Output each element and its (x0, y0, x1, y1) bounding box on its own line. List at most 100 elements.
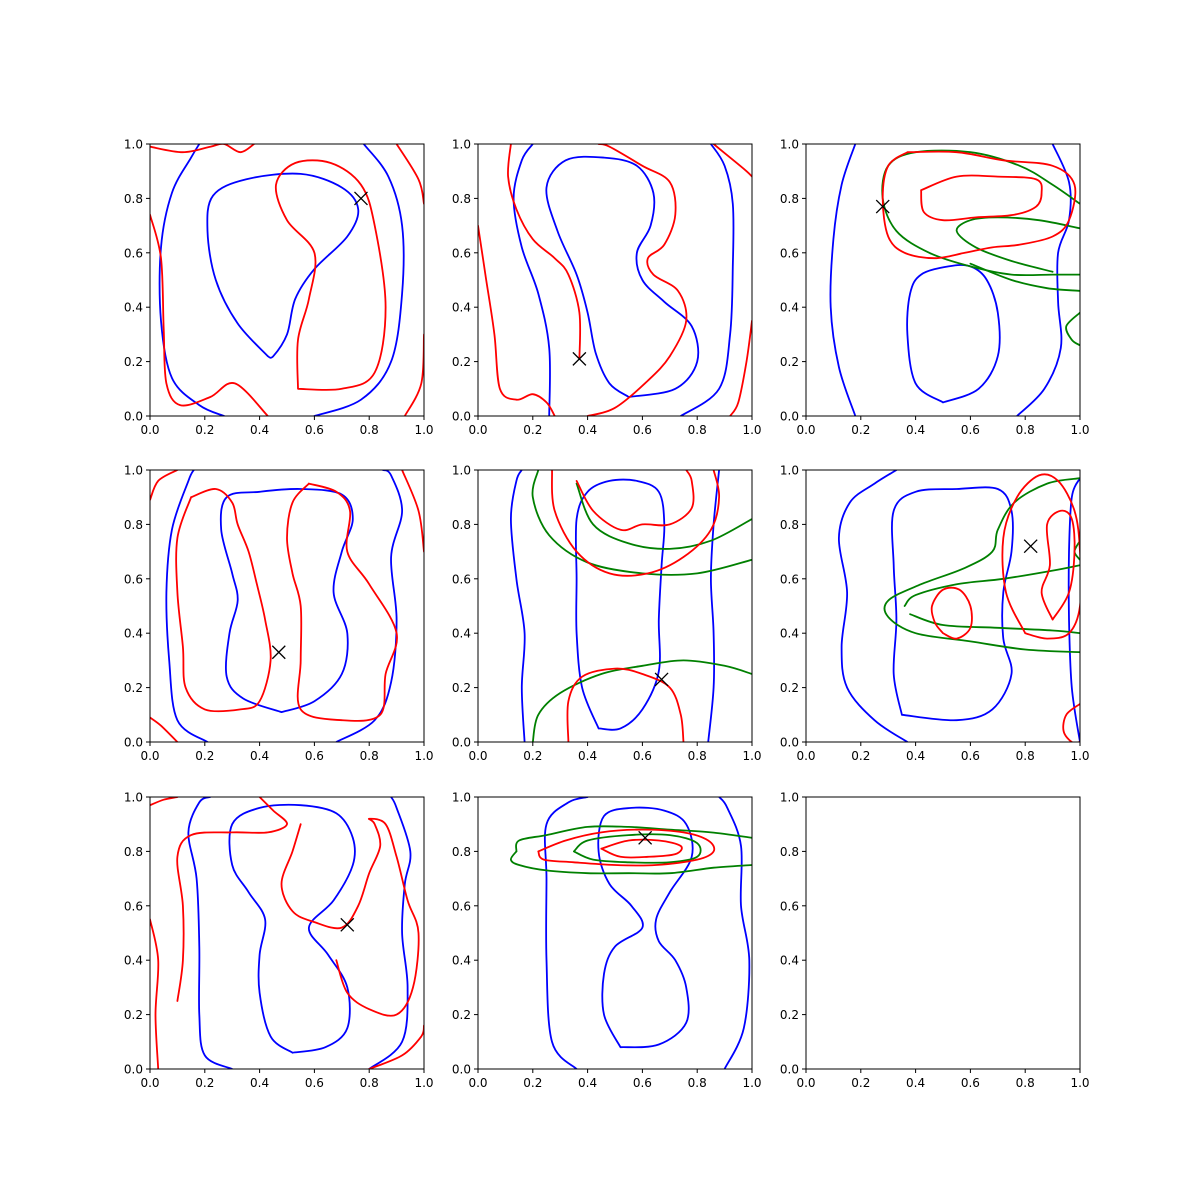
x-tick-label: 0.8 (1016, 423, 1035, 437)
y-tick-label: 1.0 (124, 138, 143, 152)
x-tick-label: 0.2 (851, 423, 870, 437)
y-tick-label: 0.2 (452, 1008, 471, 1022)
y-tick-label: 0.0 (452, 736, 471, 750)
subplot-6: 0.0 0.2 0.4 0.6 0.8 1.0 0.0 0.2 0.4 0.6 0.8 1.0 (780, 464, 1090, 764)
y-tick-label: 0.2 (780, 681, 799, 695)
plot-area (509, 797, 752, 1069)
x-tick-label: 0.0 (796, 749, 815, 763)
x-tick-label: 0.8 (688, 749, 707, 763)
red-contour-line (575, 470, 695, 532)
x-tick-label: 0.0 (796, 423, 815, 437)
green-contour-line (881, 149, 1080, 277)
y-tick-label: 0.4 (452, 301, 471, 315)
x-marker (271, 645, 286, 660)
red-contour-line (1062, 703, 1080, 742)
axes-frame (149, 469, 425, 743)
x-tick-label: 0.2 (195, 423, 214, 437)
y-tick-label: 0.2 (452, 681, 471, 695)
x-marker (638, 830, 653, 845)
red-contour-line (881, 150, 1077, 260)
green-contour-line (515, 825, 752, 853)
y-tick-label: 0.2 (452, 355, 471, 369)
blue-contour-line (368, 797, 412, 1069)
x-tick-label: 1.0 (414, 423, 433, 437)
red-contour-line (930, 586, 973, 640)
red-contour-line (920, 174, 1043, 222)
x-tick-label: 0.6 (961, 423, 980, 437)
y-tick-label: 0.4 (780, 627, 799, 641)
y-tick-label: 0.4 (452, 627, 471, 641)
x-marker (340, 917, 355, 932)
x-tick-label: 0.2 (195, 749, 214, 763)
y-tick-label: 0.0 (780, 1063, 799, 1077)
red-contour-line (150, 470, 179, 501)
y-tick-label: 0.4 (124, 954, 143, 968)
x-marker (354, 191, 368, 206)
green-contour-line (531, 470, 752, 576)
subplot-8: 0.0 0.2 0.4 0.6 0.8 1.0 0.0 0.2 0.4 0.6 0.8 1.0 (452, 791, 762, 1091)
blue-contour-line (228, 803, 356, 1054)
x-tick-label: 0.0 (796, 1076, 815, 1090)
red-contour-line (600, 838, 683, 859)
x-tick-label: 0.0 (140, 1076, 159, 1090)
blue-contour-line (1067, 477, 1080, 742)
x-tick-label: 0.2 (851, 749, 870, 763)
x-tick-label: 0.8 (360, 1076, 379, 1090)
y-tick-label: 0.8 (452, 192, 471, 206)
red-contour-line (1040, 509, 1076, 621)
x-tick-label: 0.6 (961, 749, 980, 763)
red-contour-line (478, 224, 556, 416)
red-contour-line (150, 144, 255, 154)
blue-contour-line (335, 470, 403, 742)
blue-contour-line (543, 797, 589, 1069)
blue-contour-line (158, 144, 225, 416)
y-tick-label: 0.6 (452, 899, 471, 913)
y-tick-label: 0.6 (452, 572, 471, 586)
x-tick-label: 1.0 (742, 1076, 761, 1090)
red-contour-line (274, 159, 387, 391)
x-marker (654, 672, 669, 687)
axes-frame (149, 796, 425, 1070)
blue-contour-line (829, 144, 857, 416)
x-tick-label: 1.0 (742, 423, 761, 437)
y-tick-label: 0.8 (452, 845, 471, 859)
subplot-5: 0.0 0.2 0.4 0.6 0.8 1.0 0.0 0.2 0.4 0.6 0.8 1.0 (452, 464, 762, 764)
x-tick-label: 0.2 (523, 423, 542, 437)
red-contour-line (586, 144, 688, 416)
x-tick-label: 0.6 (305, 423, 324, 437)
x-tick-label: 0.4 (906, 423, 925, 437)
y-tick-label: 1.0 (780, 464, 799, 478)
x-tick-label: 0.0 (468, 749, 487, 763)
y-tick-label: 0.6 (780, 572, 799, 586)
x-tick-label: 0.2 (195, 1076, 214, 1090)
x-tick-label: 0.2 (851, 1076, 870, 1090)
y-tick-label: 1.0 (452, 791, 471, 805)
y-tick-label: 0.8 (780, 518, 799, 532)
subplot-2: 0.0 0.2 0.4 0.6 0.8 1.0 0.0 0.2 0.4 0.6 0.8 1.0 (452, 138, 762, 438)
red-contour-line (507, 144, 582, 360)
x-tick-label: 1.0 (1070, 1076, 1089, 1090)
x-tick-label: 0.4 (250, 423, 269, 437)
y-tick-label: 0.8 (124, 845, 143, 859)
plot-area (150, 470, 424, 742)
x-tick-label: 0.8 (688, 423, 707, 437)
x-tick-label: 0.8 (360, 749, 379, 763)
red-contour-line (150, 213, 269, 416)
blue-contour-line (206, 172, 360, 359)
x-tick-label: 0.0 (468, 423, 487, 437)
x-tick-label: 1.0 (1070, 749, 1089, 763)
green-contour-line (955, 216, 1080, 273)
x-tick-label: 0.8 (360, 423, 379, 437)
x-tick-label: 1.0 (414, 1076, 433, 1090)
x-marker (572, 351, 587, 366)
plot-area (478, 144, 752, 416)
y-tick-label: 0.0 (124, 736, 143, 750)
y-tick-label: 0.6 (124, 572, 143, 586)
green-contour-line (969, 262, 1080, 292)
x-marker (875, 199, 890, 214)
axes-frame (805, 469, 1081, 743)
axes-frame (477, 469, 753, 743)
y-tick-label: 1.0 (124, 464, 143, 478)
y-tick-label: 0.6 (124, 899, 143, 913)
blue-contour-line (597, 806, 694, 1049)
